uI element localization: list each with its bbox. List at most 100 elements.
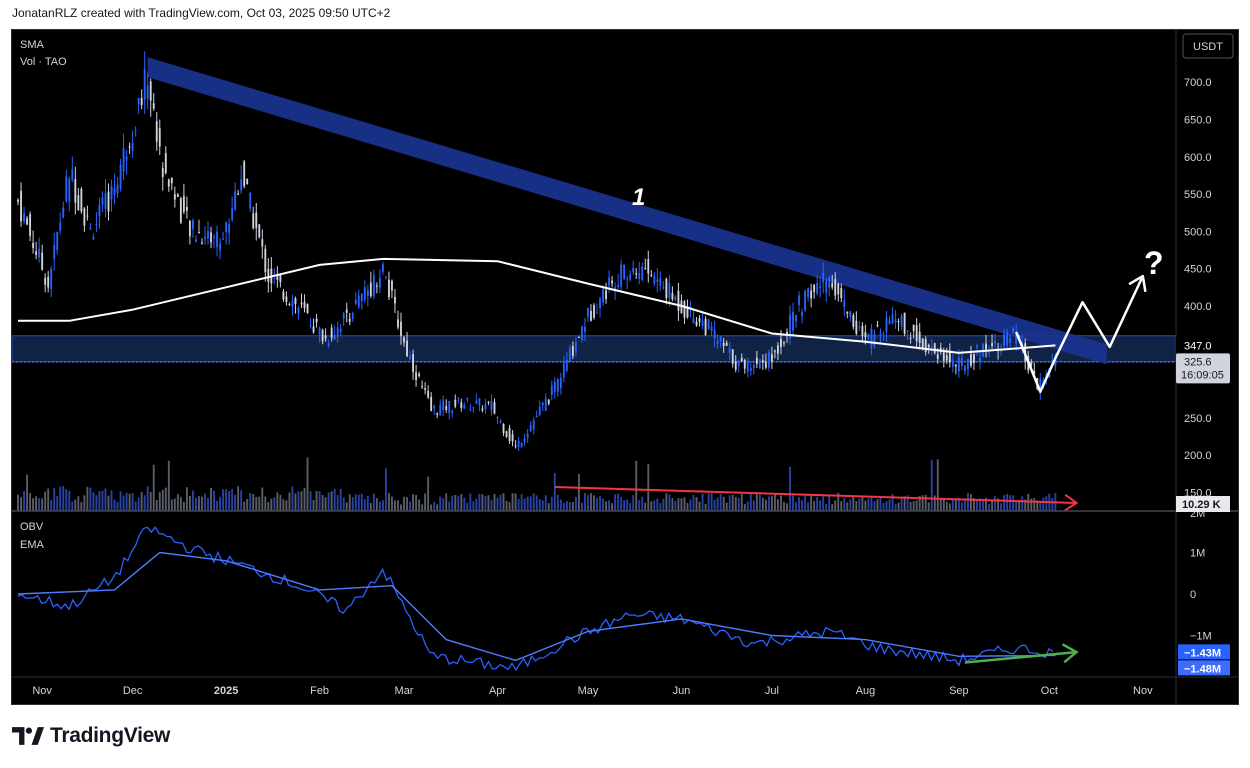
candle-body <box>728 347 731 353</box>
volume-bar <box>936 459 939 511</box>
candle-body <box>89 227 92 230</box>
candle-body <box>327 343 330 346</box>
volume-bar <box>363 499 366 511</box>
candle-body <box>258 224 261 238</box>
candle-body <box>647 259 650 274</box>
volume-bar <box>246 499 249 511</box>
candle-body <box>810 290 813 299</box>
candle-body <box>903 312 906 334</box>
volume-bar <box>614 494 617 511</box>
volume-bar <box>876 499 879 511</box>
candle-body <box>979 358 981 362</box>
volume-bar <box>1042 497 1045 511</box>
candle-body <box>56 231 59 251</box>
candle-body <box>113 188 116 196</box>
candle-body <box>731 349 734 364</box>
volume-bar <box>38 498 41 511</box>
currency-button-box[interactable] <box>1182 33 1234 59</box>
projection-path[interactable] <box>1015 275 1144 393</box>
tradingview-logo[interactable]: TradingView <box>12 724 170 748</box>
volume-bar <box>369 503 372 511</box>
volume-bar <box>982 498 984 511</box>
candle-body <box>767 352 770 368</box>
candle-body <box>116 184 119 194</box>
candle-body <box>255 212 258 229</box>
candle-body <box>683 301 686 318</box>
candle-body <box>707 319 710 330</box>
candle-body <box>228 223 231 233</box>
volume-bar <box>463 497 466 511</box>
volume-bar <box>484 495 487 511</box>
volume-bar <box>810 493 813 511</box>
time-tick-label: Jul <box>765 685 779 697</box>
legend-ema[interactable]: EMA <box>20 539 45 551</box>
price-level-tag: 347.0 <box>1176 337 1230 354</box>
volume-bar <box>647 464 650 511</box>
candle-body <box>550 385 553 395</box>
volume-bar <box>1039 501 1042 511</box>
volume-bar <box>98 491 101 511</box>
volume-bar <box>976 500 978 511</box>
obv-trend-arrow[interactable] <box>964 650 1077 664</box>
legend-volume[interactable]: Vol · TAO <box>20 56 67 68</box>
candle-body <box>976 344 978 348</box>
candle-body <box>140 97 143 106</box>
volume-bar <box>47 488 50 511</box>
volume-bar <box>632 495 635 511</box>
obv-value-tag: −1.43M <box>1178 644 1230 660</box>
candle-body <box>511 434 514 442</box>
candle-body <box>764 361 767 368</box>
candle-body <box>994 341 997 344</box>
candle-body <box>912 324 915 332</box>
candle-body <box>243 161 246 187</box>
sma-line <box>18 257 1056 354</box>
candle-body <box>716 341 719 344</box>
volume-bar <box>511 493 514 511</box>
volume-bar <box>746 501 749 511</box>
candle-body <box>77 195 80 211</box>
candle-body <box>409 356 411 360</box>
candle-body <box>53 245 56 260</box>
candle-body <box>786 332 788 335</box>
ema-value-tag-box <box>1178 660 1230 676</box>
candle-body <box>418 373 421 377</box>
price-chart[interactable]: 750.0700.0650.0600.0550.0500.0450.0400.0… <box>12 30 1238 704</box>
volume-bar <box>668 494 671 511</box>
candle-body <box>849 311 852 317</box>
volume-trend-arrow[interactable] <box>554 486 1077 504</box>
candle-body <box>415 372 418 381</box>
volume-bar <box>783 501 785 511</box>
candle-body <box>74 179 77 203</box>
currency-label[interactable]: USDT <box>1193 41 1223 53</box>
candle-body <box>403 337 405 343</box>
candle-body <box>207 230 209 239</box>
volume-bar <box>1006 493 1009 511</box>
candle-body <box>960 357 963 366</box>
volume-bar <box>743 504 746 511</box>
candle-body <box>798 295 800 305</box>
volume-bar <box>858 498 861 511</box>
legend-sma[interactable]: SMA <box>20 39 45 51</box>
price-axis[interactable]: 750.0700.0650.0600.0550.0500.0450.0400.0… <box>1184 40 1212 499</box>
volume-bar <box>985 497 987 511</box>
candle-body <box>65 176 68 202</box>
candle-body <box>562 362 565 378</box>
legend-obv[interactable]: OBV <box>20 521 44 533</box>
currency-button[interactable]: USDT <box>1182 33 1234 59</box>
candle-body <box>915 325 918 342</box>
candle-body <box>514 445 517 447</box>
candle-body <box>20 190 22 222</box>
volume-bar <box>451 495 454 511</box>
volume-bar <box>577 473 580 511</box>
volume-bar <box>445 493 448 511</box>
volume-bar <box>285 500 288 511</box>
time-axis[interactable]: Nov Dec 2025 Feb Mar Apr May Jun Jul Aug Sep Oct Nov <box>32 685 1153 697</box>
volume-bar <box>381 500 384 511</box>
volume-bar <box>970 494 972 511</box>
volume-trend-arrowhead <box>1064 493 1079 512</box>
candle-body <box>276 274 279 280</box>
volume-bar <box>897 502 900 511</box>
volume-bar <box>822 496 825 511</box>
trendline-band[interactable] <box>147 57 1107 365</box>
volume-bar <box>201 496 203 511</box>
